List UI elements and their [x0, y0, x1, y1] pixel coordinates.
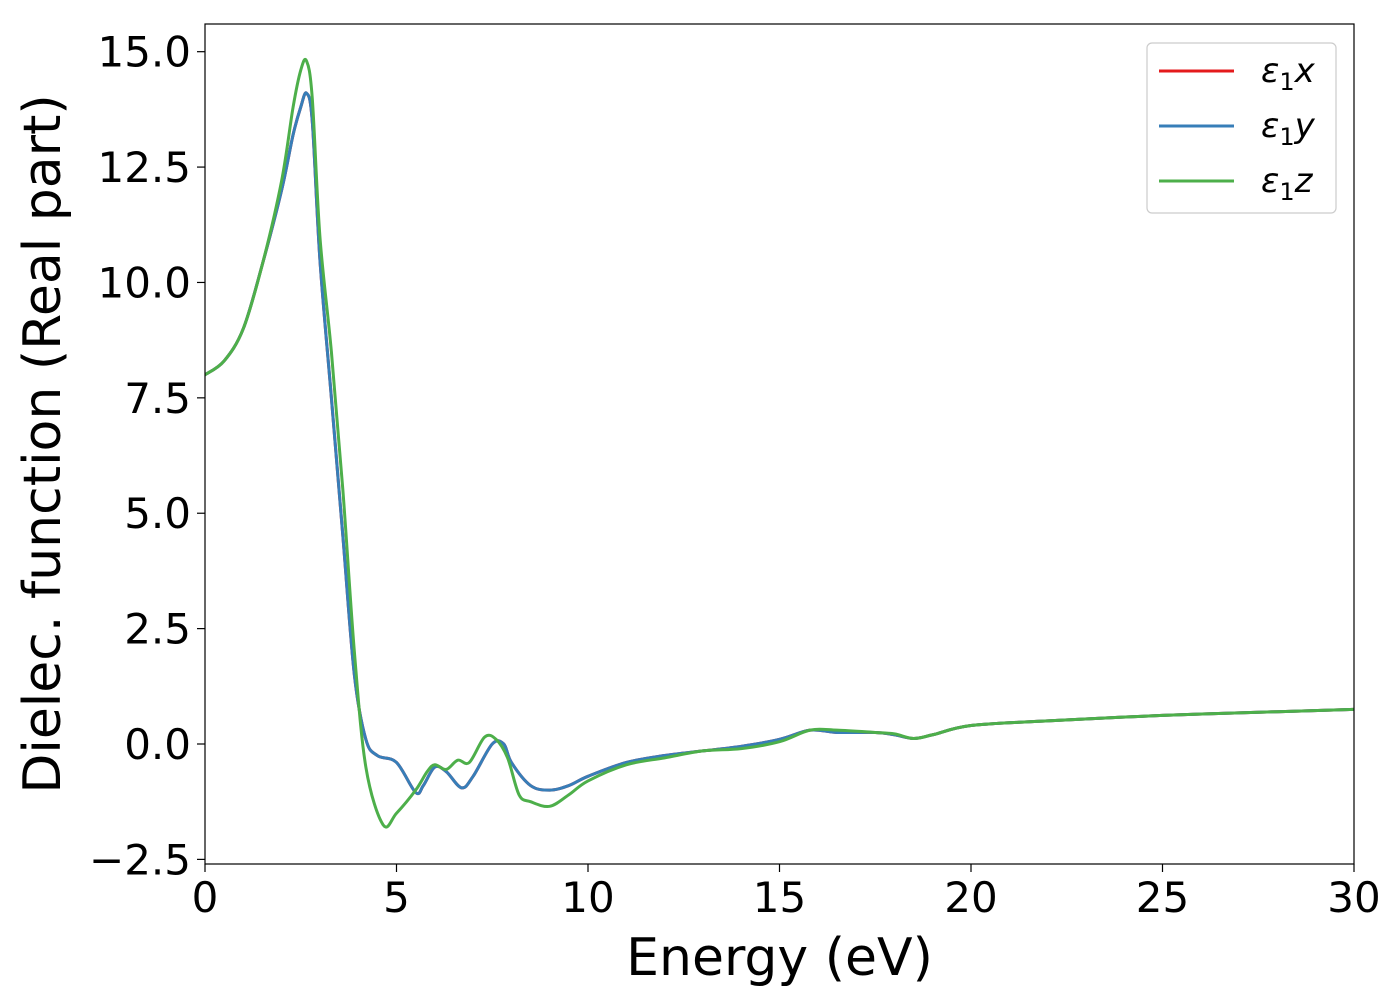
legend-symbol: ε: [1261, 161, 1279, 201]
x-tick-label: 25: [1136, 873, 1189, 922]
y-tick-label: 0.0: [124, 720, 191, 769]
legend-entry-y: ε1y: [1261, 106, 1316, 151]
x-tick-label: 5: [383, 873, 410, 922]
x-axis: 0 5 10 15 20 25 30: [192, 864, 1381, 922]
legend-entry-z: ε1z: [1261, 161, 1314, 206]
series-lines: [205, 57, 1354, 829]
legend-subscript: 1: [1279, 68, 1294, 96]
x-tick-label: 30: [1327, 873, 1380, 922]
x-axis-label: Energy (eV): [626, 928, 933, 988]
y-tick-label: 2.5: [124, 605, 191, 654]
y-tick-label: 12.5: [97, 143, 191, 192]
x-tick-label: 10: [561, 873, 614, 922]
x-tick-label: 15: [753, 873, 806, 922]
y-tick-label: 7.5: [124, 374, 191, 423]
legend-subscript: 1: [1279, 123, 1294, 151]
y-tick-label: 15.0: [97, 28, 191, 77]
legend-subscript: 1: [1279, 178, 1294, 206]
y-axis: −2.5 0.0 2.5 5.0 7.5 10.0 12.5 15.0: [89, 28, 205, 884]
legend-symbol: ε: [1261, 51, 1279, 91]
x-tick-label: 20: [944, 873, 997, 922]
y-axis-label: Dielec. function (Real part): [13, 94, 73, 793]
y-tick-label: 10.0: [97, 258, 191, 307]
legend-symbol: ε: [1261, 106, 1279, 146]
y-tick-label: −2.5: [89, 835, 191, 884]
legend-entry-x: ε1x: [1261, 51, 1316, 96]
legend-box: [1146, 42, 1337, 214]
x-tick-label: 0: [192, 873, 219, 922]
legend-axis: y: [1294, 106, 1316, 146]
legend-axis: x: [1294, 51, 1316, 91]
y-tick-label: 5.0: [124, 489, 191, 538]
series-line-z: [205, 57, 1354, 829]
legend-axis: z: [1294, 161, 1314, 201]
